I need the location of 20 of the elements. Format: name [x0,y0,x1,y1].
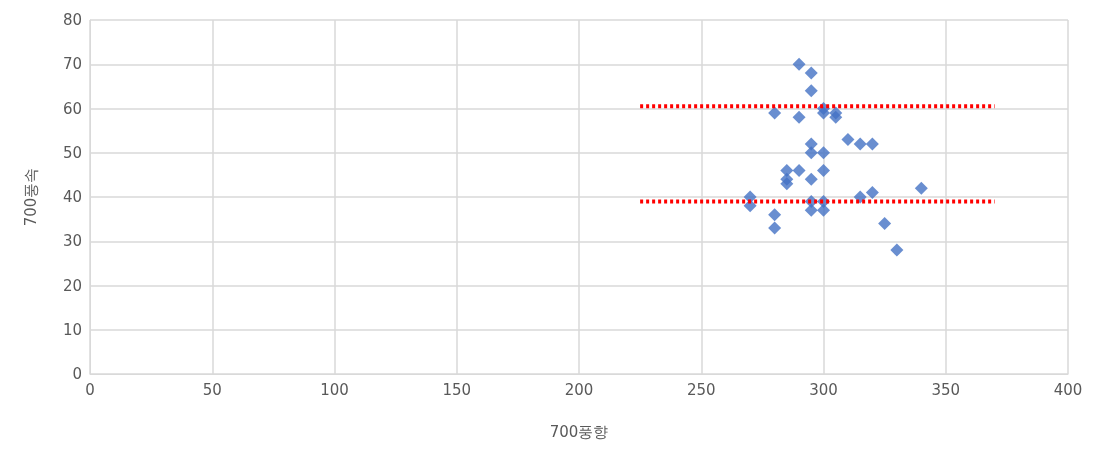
y-tick-label: 0 [72,365,82,383]
x-tick-label: 400 [1053,380,1083,399]
x-tick-label: 250 [686,380,716,399]
x-tick-label: 350 [931,380,961,399]
x-tick-label: 300 [809,380,838,399]
x-tick-label: 100 [320,380,349,399]
y-tick-label: 20 [62,276,82,295]
x-axis-title: 700풍향 [549,422,609,441]
x-tick-label: 0 [85,380,95,399]
x-tick-label: 200 [564,380,594,399]
y-tick-label: 50 [62,143,82,162]
x-tick-label: 150 [442,380,472,399]
y-tick-label: 40 [62,188,82,206]
x-tick-label: 50 [202,380,222,399]
y-tick-label: 70 [62,55,82,74]
y-tick-label: 80 [62,11,82,29]
y-axis-title: 700풍속 [21,167,40,227]
y-tick-label: 30 [62,232,82,251]
y-tick-label: 60 [62,99,82,118]
y-tick-label: 10 [62,320,82,339]
